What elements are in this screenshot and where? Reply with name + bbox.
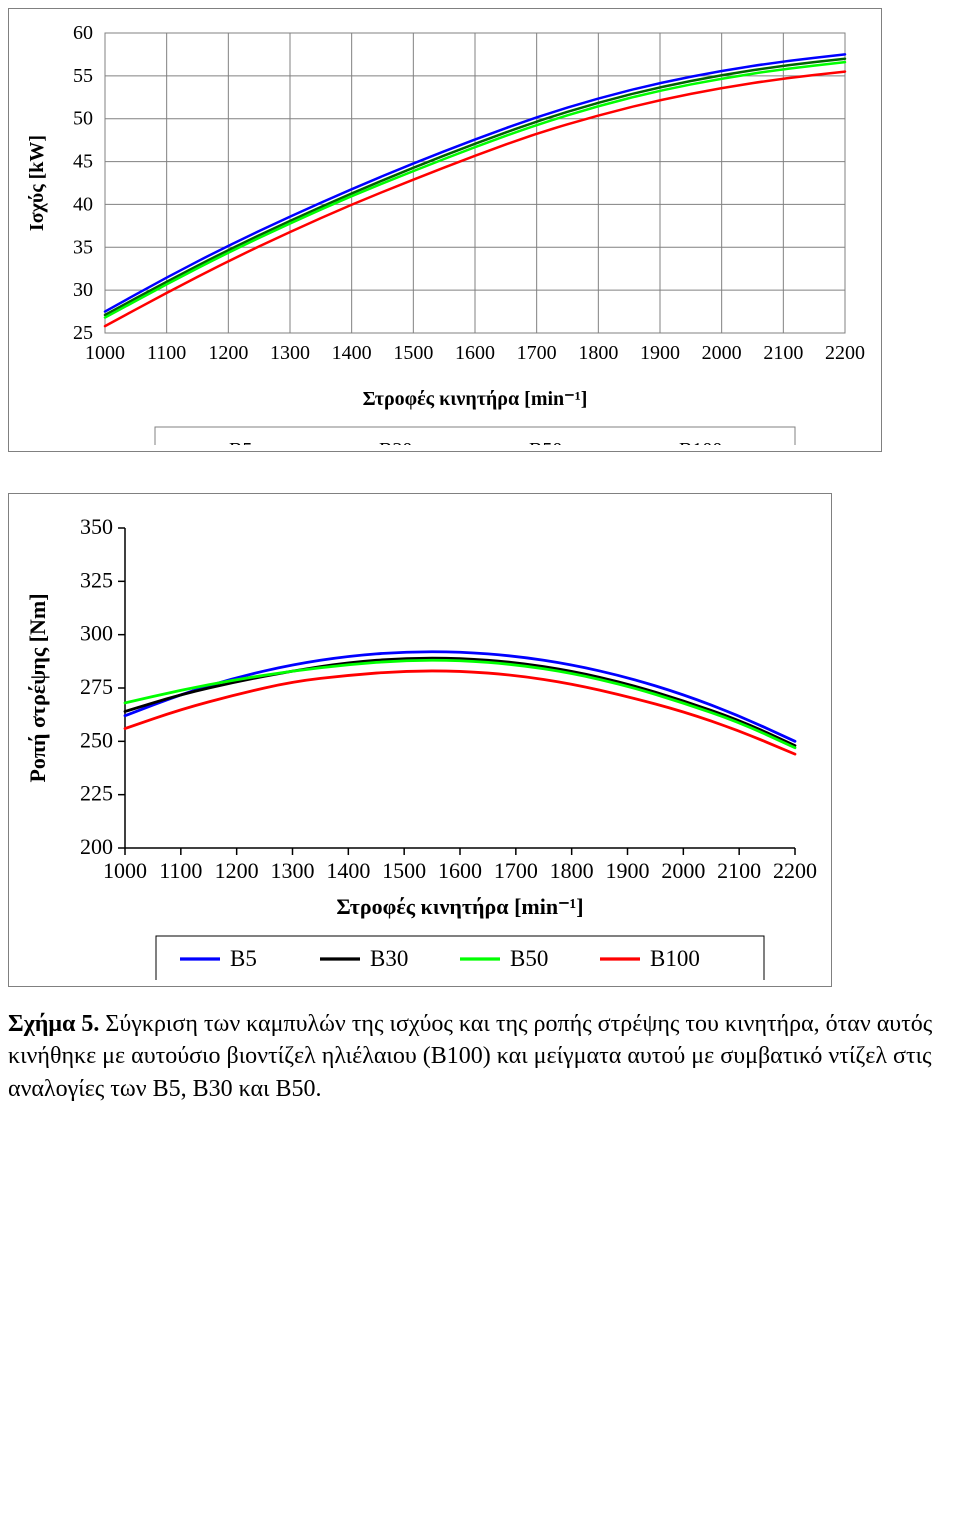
svg-text:1600: 1600 [455, 342, 495, 364]
svg-text:350: 350 [80, 514, 113, 539]
figure-caption: Σχήμα 5. Σύγκριση των καμπυλών της ισχύο… [8, 1008, 948, 1105]
figure-text: Σύγκριση των καμπυλών της ισχύος και της… [8, 1011, 932, 1102]
svg-text:1200: 1200 [208, 342, 248, 364]
legend-label: B50 [529, 439, 562, 445]
torque-chart-container: 1000 1100 1200 1300 1400 1500 1600 1700 1800 1900… [8, 493, 832, 987]
svg-text:1100: 1100 [147, 342, 186, 364]
svg-text:1300: 1300 [270, 342, 310, 364]
svg-text:1100: 1100 [159, 858, 202, 883]
legend-label: B100 [650, 946, 700, 971]
svg-text:45: 45 [73, 151, 93, 173]
x-axis-label: Στροφές κινητήρα [min⁻¹] [336, 894, 583, 919]
figure-label: Σχήμα 5. [8, 1011, 99, 1037]
svg-text:1300: 1300 [271, 858, 315, 883]
svg-text:300: 300 [80, 621, 113, 646]
svg-text:2100: 2100 [717, 858, 761, 883]
svg-text:325: 325 [80, 567, 113, 592]
svg-text:50: 50 [73, 108, 93, 130]
legend-label: B50 [510, 946, 548, 971]
svg-text:25: 25 [73, 322, 93, 344]
svg-text:200: 200 [80, 834, 113, 859]
y-axis-label: Ροπή στρέψης [Nm] [25, 593, 50, 782]
svg-text:1000: 1000 [85, 342, 125, 364]
x-axis-label: Στροφές κινητήρα [min⁻¹] [363, 388, 588, 410]
svg-text:250: 250 [80, 727, 113, 752]
svg-text:1400: 1400 [326, 858, 370, 883]
svg-text:1000: 1000 [103, 858, 147, 883]
svg-text:275: 275 [80, 674, 113, 699]
svg-text:1500: 1500 [393, 342, 433, 364]
svg-text:1800: 1800 [550, 858, 594, 883]
svg-text:1700: 1700 [517, 342, 557, 364]
power-chart-container: 1000 1100 1200 1300 1400 1500 1600 1700 1800 1900… [8, 8, 882, 452]
svg-text:1700: 1700 [494, 858, 538, 883]
y-axis-label: Ισχύς [kW] [26, 135, 48, 231]
legend-label: B30 [370, 946, 408, 971]
svg-text:1400: 1400 [332, 342, 372, 364]
svg-text:2200: 2200 [825, 342, 865, 364]
svg-text:1900: 1900 [606, 858, 650, 883]
svg-text:225: 225 [80, 781, 113, 806]
svg-text:2100: 2100 [763, 342, 803, 364]
legend-label: B100 [679, 439, 722, 445]
svg-text:60: 60 [73, 22, 93, 44]
svg-text:1900: 1900 [640, 342, 680, 364]
legend-label: B5 [230, 946, 257, 971]
svg-text:1200: 1200 [215, 858, 259, 883]
legend-label: B5 [229, 439, 252, 445]
svg-text:2200: 2200 [773, 858, 817, 883]
svg-text:40: 40 [73, 193, 93, 215]
svg-text:1800: 1800 [578, 342, 618, 364]
svg-text:35: 35 [73, 236, 93, 258]
legend-label: B30 [379, 439, 412, 445]
torque-chart: 1000 1100 1200 1300 1400 1500 1600 1700 1800 1900… [15, 500, 825, 980]
power-chart: 1000 1100 1200 1300 1400 1500 1600 1700 1800 1900… [15, 15, 875, 445]
svg-text:1500: 1500 [382, 858, 426, 883]
svg-text:2000: 2000 [702, 342, 742, 364]
svg-text:1600: 1600 [438, 858, 482, 883]
svg-text:2000: 2000 [661, 858, 705, 883]
svg-text:55: 55 [73, 65, 93, 87]
svg-text:30: 30 [73, 279, 93, 301]
